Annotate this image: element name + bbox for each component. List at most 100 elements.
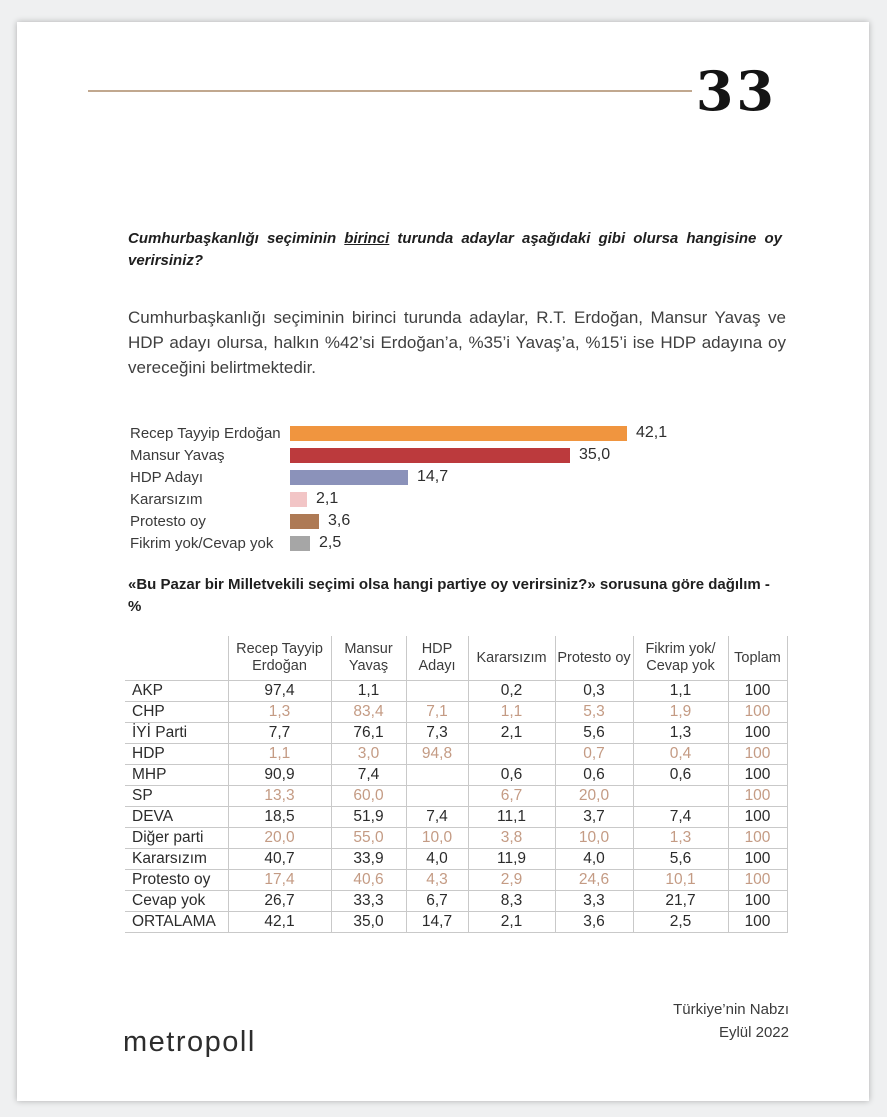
table-cell [467,743,556,765]
table-row-label: HDP [125,743,229,765]
survey-question-part2: turunda adaylar aşağıdaki gibi olursa ha… [128,230,782,269]
table-cell: 83,4 [330,701,407,723]
table-cell: 0,3 [554,680,634,702]
chart-value-label: 35,0 [579,446,611,463]
section-title: «Bu Pazar bir Milletvekili seçimi olsa h… [128,576,770,615]
chart-category-label: Recep Tayyip Erdoğan [130,424,281,442]
table-row-label: ORTALAMA [125,911,229,933]
table-row: Cevap yok 26,7 33,3 6,7 8,3 3,3 21,7 100 [125,890,788,912]
header-rule [88,90,692,92]
metropoll-logo: metropoll [123,1026,256,1058]
table-cell: 2,5 [632,911,729,933]
table-cell: 7,1 [405,701,469,723]
table-cell: 60,0 [330,785,407,807]
table-header-cell: Fikrim yok/ Cevap yok [632,636,729,681]
table-cell: 40,6 [330,869,407,891]
chart-bar [290,425,627,441]
table-row: İYİ Parti 7,7 76,1 7,3 2,1 5,6 1,3 100 [125,722,788,744]
chart-bar [290,513,319,529]
table-cell: 1,9 [632,701,729,723]
survey-question-part1: Cumhurbaşkanlığı seçiminin [128,230,345,247]
table-row-label: MHP [125,764,229,786]
table-cell: 1,1 [632,680,729,702]
table-row: DEVA 18,5 51,9 7,4 11,1 3,7 7,4 100 [125,806,788,828]
table-row-label: DEVA [125,806,229,828]
table-cell: 6,7 [467,785,556,807]
chart-bar [290,491,307,507]
table-cell: 55,0 [330,827,407,849]
table-cell: 2,1 [467,722,556,744]
table-head: Recep Tayyip Erdoğan Mansur Yavaş HDP Aday… [125,636,788,681]
chart-value-label: 42,1 [636,424,668,441]
chart-value-label: 2,1 [316,490,339,507]
table-cell: 4,3 [405,869,469,891]
table-cell: 18,5 [227,806,332,828]
table-cell [405,785,469,807]
table-cell: 42,1 [227,911,332,933]
table-body: AKP 97,4 1,1 0,2 0,3 1,1 100 CHP 1,3 83,4 7,1 1,1 5,… [125,680,788,933]
table-cell: 33,9 [330,848,407,870]
chart-value-label: 14,7 [417,468,449,485]
table-header-cell: Recep Tayyip Erdoğan [227,636,332,681]
chart-value-label: 2,5 [319,534,342,551]
table-header-cell: Protesto oy [554,636,634,681]
table-cell: 1,1 [467,701,556,723]
chart-bar [290,535,310,551]
table-cell: 14,7 [405,911,469,933]
table-cell: 10,0 [554,827,634,849]
table-cell: 100 [727,827,788,849]
table-cell: 100 [727,869,788,891]
table-row: Diğer parti 20,0 55,0 10,0 3,8 10,0 1,3 100 [125,827,788,849]
intro-paragraph: Cumhurbaşkanlığı seçiminin birinci turun… [128,308,786,377]
table-cell: 3,0 [330,743,407,765]
report-page: 33 Cumhurbaşkanlığı seçiminin birinci tu… [17,22,869,1101]
table-cell: 3,3 [554,890,634,912]
table-cell: 11,9 [467,848,556,870]
table-row-label: Kararsızım [125,848,229,870]
table-cell: 1,3 [632,827,729,849]
table-cell: 5,6 [554,722,634,744]
table-cell: 90,9 [227,764,332,786]
table-cell: 4,0 [405,848,469,870]
table-row: SP 13,3 60,0 6,7 20,0 100 [125,785,788,807]
table-cell: 3,6 [554,911,634,933]
table-cell: 2,9 [467,869,556,891]
table-row-label: Protesto oy [125,869,229,891]
table-row: CHP 1,3 83,4 7,1 1,1 5,3 1,9 100 [125,701,788,723]
table-cell: 100 [727,806,788,828]
footer-note-line2: Eylül 2022 [718,1024,789,1041]
table-cell: 1,3 [227,701,332,723]
table-cell: 26,7 [227,890,332,912]
table-cell: 2,1 [467,911,556,933]
crosstab-table: Recep Tayyip Erdoğan Mansur Yavaş HDP Aday… [125,636,788,933]
table-cell [405,764,469,786]
survey-question: Cumhurbaşkanlığı seçiminin birinci turun… [128,228,782,272]
table-cell: 1,3 [632,722,729,744]
table-cell: 17,4 [227,869,332,891]
table-cell [632,785,729,807]
chart-category-label: Mansur Yavaş [130,446,225,464]
table-cell [405,680,469,702]
bar-chart: Recep Tayyip Erdoğan 42,1 Mansur Yavaş 35,0… [130,422,667,554]
chart-bar [290,469,408,485]
table-cell: 0,2 [467,680,556,702]
table-row-label: CHP [125,701,229,723]
table-cell: 100 [727,680,788,702]
table-cell: 1,1 [330,680,407,702]
chart-row: HDP Adayı 14,7 [130,466,667,488]
table-cell: 7,4 [405,806,469,828]
page-header: 33 [88,60,777,122]
table-cell: 100 [727,785,788,807]
table-cell: 24,6 [554,869,634,891]
chart-row: Kararsızım 2,1 [130,488,667,510]
chart-category-label: Fikrim yok/Cevap yok [130,534,274,552]
chart-category-label: Kararsızım [130,490,203,508]
table-cell: 1,1 [227,743,332,765]
table-cell: 100 [727,764,788,786]
survey-question-underlined: birinci [344,230,390,247]
table-cell: 3,8 [467,827,556,849]
chart-row: Fikrim yok/Cevap yok 2,5 [130,532,667,554]
table-cell: 0,6 [467,764,556,786]
table-row: ORTALAMA 42,1 35,0 14,7 2,1 3,6 2,5 100 [125,911,788,933]
table-cell: 0,6 [632,764,729,786]
